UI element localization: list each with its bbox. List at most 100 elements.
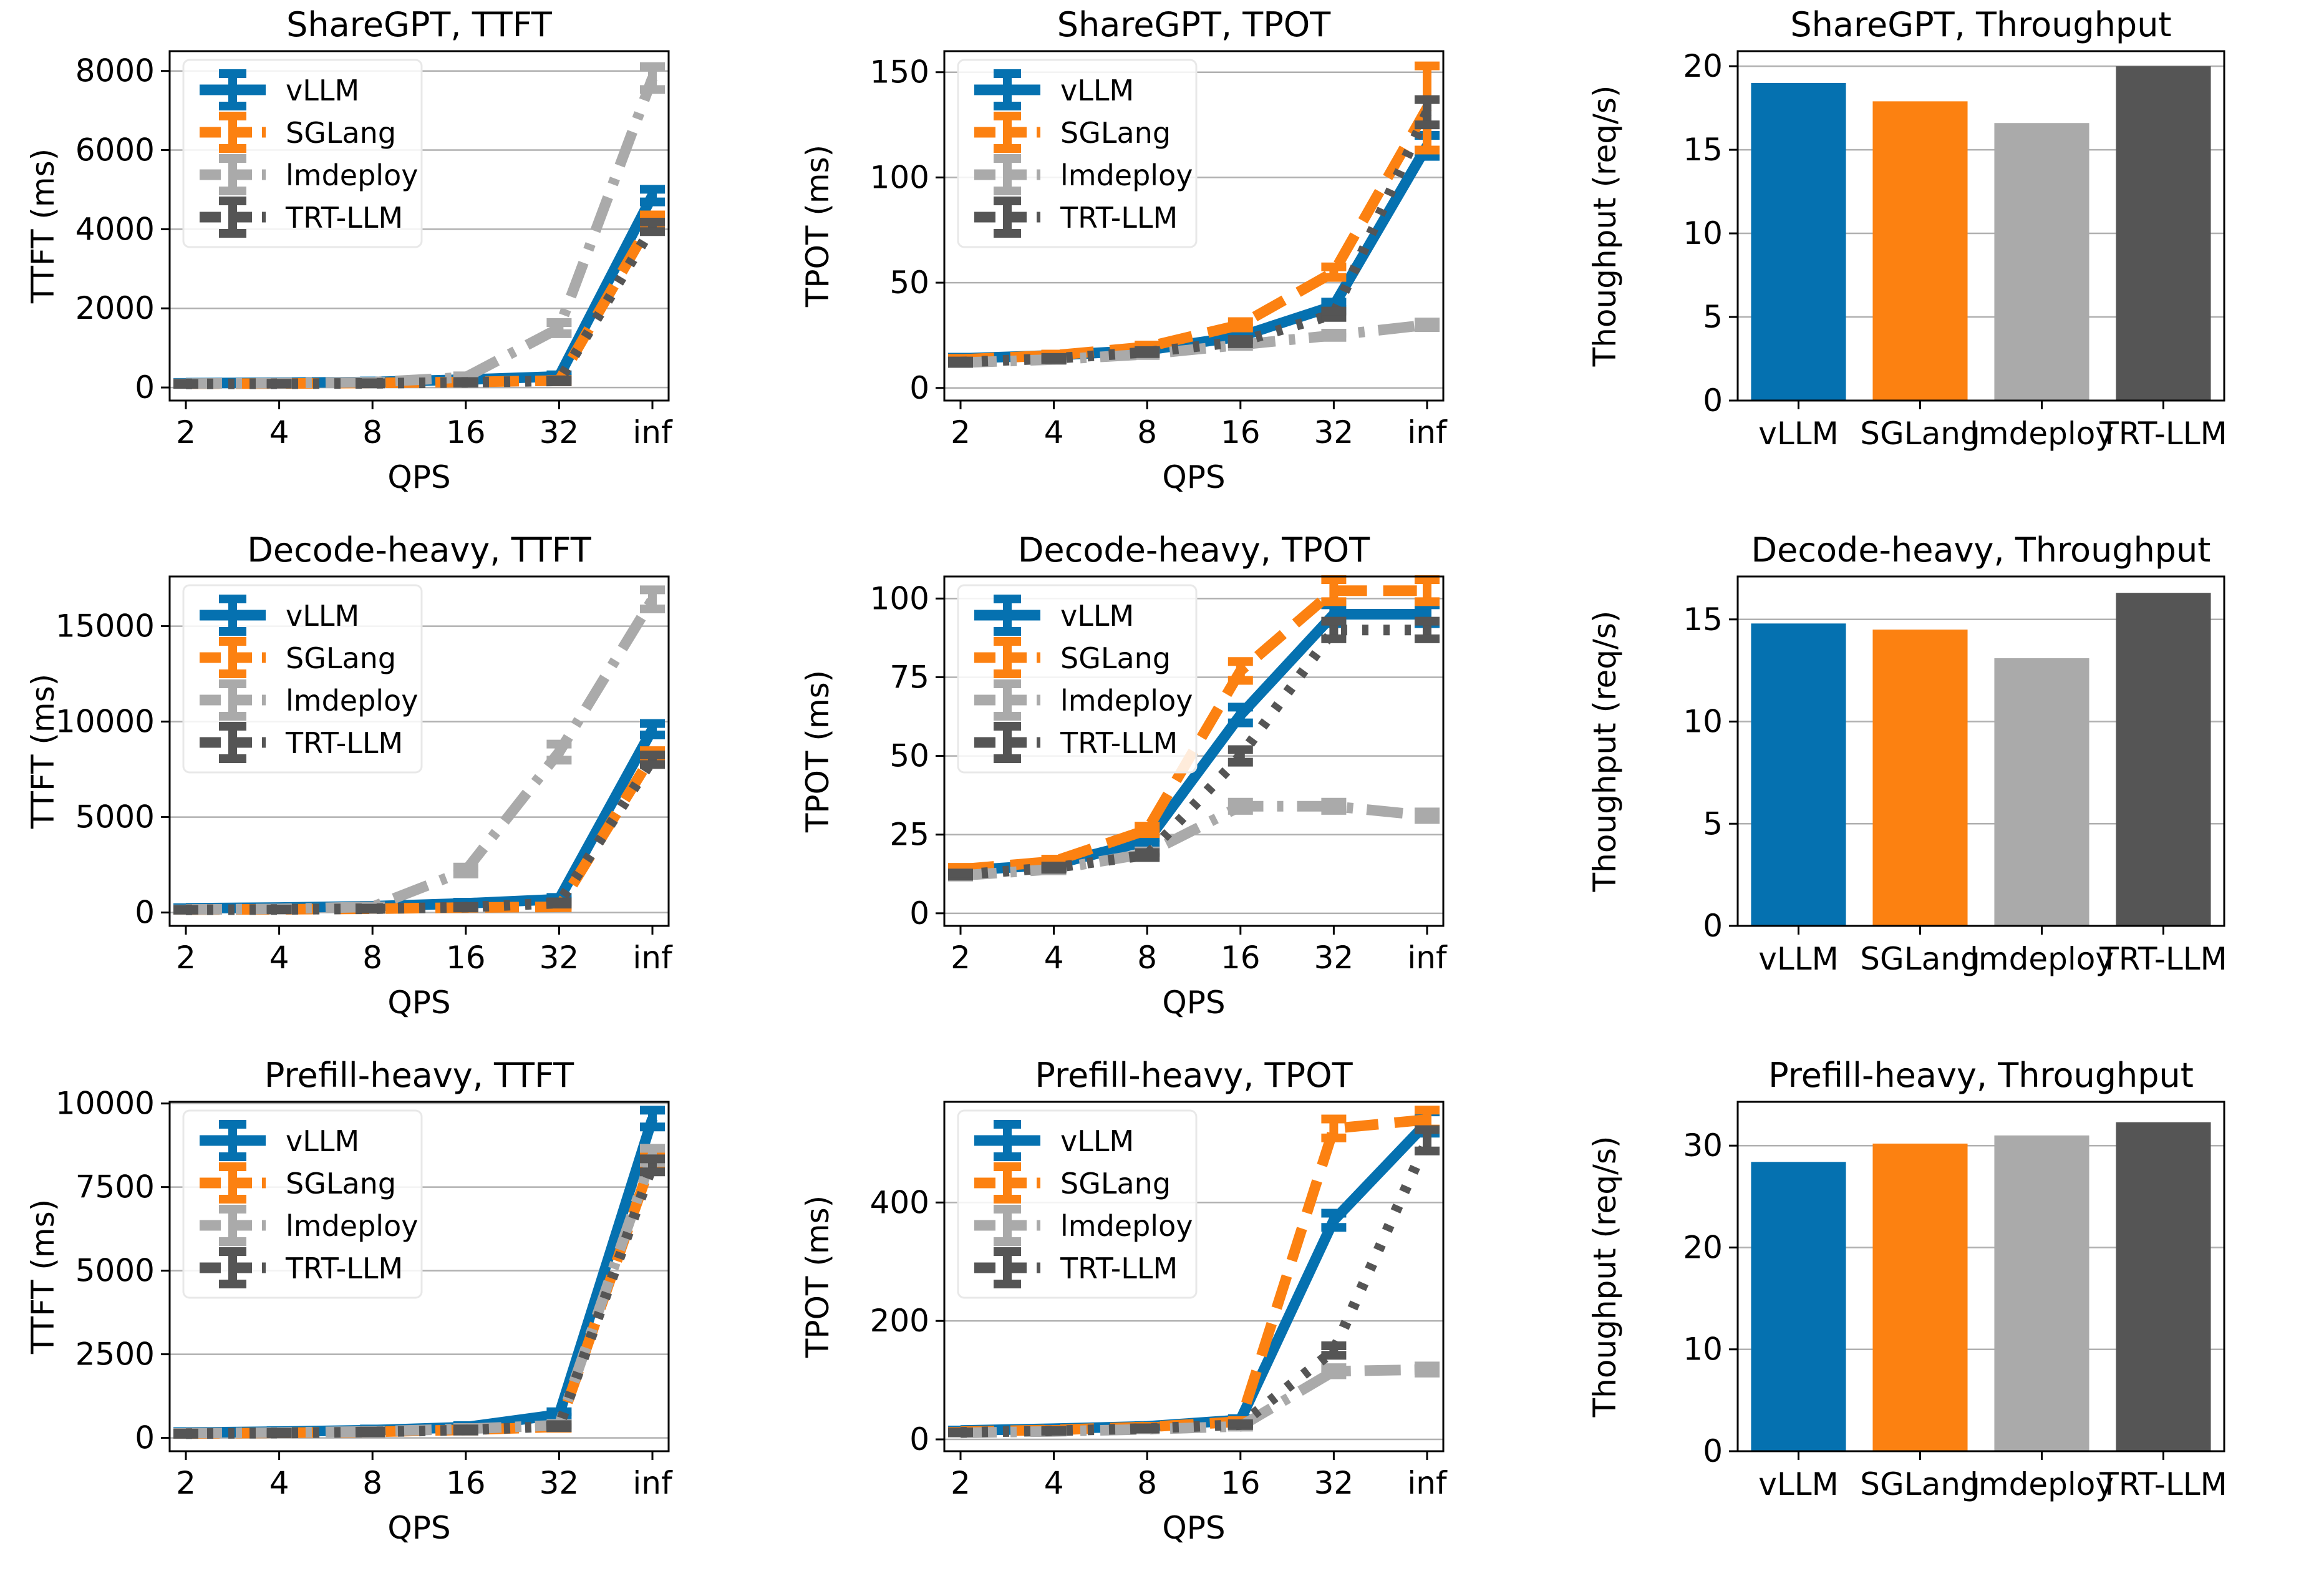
bar-category-label: TRT-LLM	[2099, 1466, 2227, 1502]
y-tick-label: 10	[1683, 215, 1723, 251]
axes-frame	[1736, 1101, 2225, 1452]
legend-entry-lmdeploy[interactable]: lmdeploy	[974, 1205, 1193, 1246]
x-tick-label: 4	[269, 414, 289, 450]
x-tick-label: 16	[1221, 1465, 1261, 1501]
legend-entry-lmdeploy[interactable]: lmdeploy	[200, 679, 418, 721]
y-axis-label: Thoughput (req/s)	[1587, 1136, 1623, 1418]
legend-entry-vLLM[interactable]: vLLM	[200, 69, 359, 110]
legend-entry-SGLang[interactable]: SGLang	[974, 1162, 1171, 1204]
legend-entry-SGLang[interactable]: SGLang	[200, 1162, 396, 1204]
panel-title: Prefill-heavy, TPOT	[1035, 1056, 1353, 1095]
x-tick-label: inf	[1407, 940, 1448, 976]
legend-entry-vLLM[interactable]: vLLM	[200, 595, 359, 636]
chart-panel-sharegpt-throughput: ShareGPT, Throughput 0 5 10 15 20 Thoughput (r…	[1549, 0, 2324, 525]
x-tick-label: 4	[269, 1465, 289, 1501]
axes-frame	[1736, 50, 2225, 402]
legend-entry-lmdeploy[interactable]: lmdeploy	[200, 154, 418, 195]
legend-label-vLLM: vLLM	[1060, 74, 1134, 107]
x-tick-label: 32	[1314, 414, 1354, 450]
x-tick-label: 8	[362, 414, 382, 450]
legend-entry-TRT-LLM[interactable]: TRT-LLM	[974, 197, 1178, 238]
y-tick-label: 10000	[56, 1086, 155, 1122]
legend-entry-vLLM[interactable]: vLLM	[974, 595, 1134, 636]
x-tick-label: 16	[1221, 940, 1261, 976]
legend-entry-lmdeploy[interactable]: lmdeploy	[200, 1205, 418, 1246]
y-tick-label: 15	[1683, 132, 1723, 168]
x-tick-label: 2	[951, 414, 971, 450]
x-tick-label: 2	[951, 1465, 971, 1501]
axes-frame	[168, 575, 670, 927]
y-tick-label: 100	[870, 580, 929, 616]
legend-entry-TRT-LLM[interactable]: TRT-LLM	[200, 197, 403, 238]
x-tick-label: inf	[1407, 1465, 1448, 1501]
y-tick-label: 5000	[75, 1253, 155, 1289]
legend-entry-SGLang[interactable]: SGLang	[200, 112, 396, 153]
legend-entry-vLLM[interactable]: vLLM	[974, 1120, 1134, 1161]
y-tick-label: 0	[909, 1421, 929, 1457]
legend-entry-SGLang[interactable]: SGLang	[200, 637, 396, 678]
bar-category-label: TRT-LLM	[2099, 416, 2227, 452]
bar-category-label: lmdeploy	[1970, 1466, 2114, 1502]
y-tick-label: 30	[1683, 1127, 1723, 1164]
bar-category-label: vLLM	[1758, 1466, 1838, 1502]
y-tick-label: 5000	[75, 799, 155, 835]
legend-entry-TRT-LLM[interactable]: TRT-LLM	[200, 722, 403, 763]
legend-entry-TRT-LLM[interactable]: TRT-LLM	[974, 722, 1178, 763]
legend-entry-TRT-LLM[interactable]: TRT-LLM	[974, 1247, 1178, 1288]
bar-TRT-LLM	[2116, 66, 2211, 401]
bar-vLLM	[1751, 82, 1846, 401]
legend-entry-lmdeploy[interactable]: lmdeploy	[974, 679, 1193, 721]
axes-frame	[943, 50, 1445, 402]
bar-category-label: SGLang	[1860, 416, 1980, 452]
legend-label-vLLM: vLLM	[286, 599, 359, 633]
y-tick-label: 2000	[75, 290, 155, 326]
panel-title: Prefill-heavy, Throughput	[1768, 1056, 2194, 1095]
legend-entry-SGLang[interactable]: SGLang	[974, 637, 1171, 678]
axes-frame	[943, 1101, 1445, 1452]
legend-entry-TRT-LLM[interactable]: TRT-LLM	[200, 1247, 403, 1288]
chart-panel-sharegpt-tpot: ShareGPT, TPOT 0 50 100 150 TPOT (ms) 2 4 8 16 32 i…	[775, 0, 1549, 525]
bar-vLLM	[1751, 1162, 1846, 1451]
x-tick-label: 2	[176, 414, 196, 450]
x-tick-label: inf	[1407, 414, 1448, 450]
x-axis-label: QPS	[387, 1510, 450, 1546]
y-tick-label: 25	[889, 817, 929, 853]
x-tick-label: 2	[176, 940, 196, 976]
panel-title: Decode-heavy, Throughput	[1751, 530, 2211, 570]
y-tick-label: 5	[1703, 299, 1723, 335]
bar-category-label: vLLM	[1758, 416, 1838, 452]
bar-category-label: lmdeploy	[1970, 416, 2114, 452]
bar-vLLM	[1751, 623, 1846, 926]
x-axis-label: QPS	[1162, 1510, 1225, 1546]
y-tick-label: 150	[870, 54, 929, 90]
x-tick-label: 32	[1314, 940, 1354, 976]
legend-entry-lmdeploy[interactable]: lmdeploy	[974, 154, 1193, 195]
bar-category-label: SGLang	[1860, 941, 1980, 977]
legend-label-lmdeploy: lmdeploy	[286, 1209, 418, 1243]
panel-title: Decode-heavy, TPOT	[1018, 530, 1370, 570]
panel-title: Decode-heavy, TTFT	[247, 530, 591, 570]
legend-label-lmdeploy: lmdeploy	[1060, 1209, 1193, 1243]
y-tick-label: 10	[1683, 1331, 1723, 1368]
y-tick-label: 0	[1703, 1433, 1723, 1469]
chart-panel-prefill-heavy-ttft: Prefill-heavy, TTFT 0 2500 5000 7500 10000 TTF…	[0, 1051, 775, 1576]
panel-title: ShareGPT, TTFT	[286, 5, 553, 44]
legend-entry-vLLM[interactable]: vLLM	[200, 1120, 359, 1161]
legend-entry-SGLang[interactable]: SGLang	[974, 112, 1171, 153]
legend-entry-vLLM[interactable]: vLLM	[974, 69, 1134, 110]
bar-lmdeploy	[1994, 658, 2089, 926]
legend-label-TRT-LLM: TRT-LLM	[1060, 201, 1178, 235]
bar-TRT-LLM	[2116, 1122, 2211, 1451]
x-axis-label: QPS	[1162, 985, 1225, 1021]
y-tick-label: 200	[870, 1303, 929, 1339]
x-tick-label: 4	[1044, 1465, 1064, 1501]
y-axis-label: Thoughput (req/s)	[1587, 85, 1623, 367]
series-line-TRT-LLM	[185, 757, 657, 915]
bar-category-label: SGLang	[1860, 1466, 1980, 1502]
panel-title: ShareGPT, Throughput	[1790, 5, 2171, 44]
x-tick-label: 4	[1044, 940, 1064, 976]
bar-SGLang	[1872, 630, 1968, 926]
axes-frame	[168, 1101, 670, 1452]
y-tick-label: 0	[135, 1420, 155, 1456]
y-tick-label: 10000	[56, 704, 155, 740]
